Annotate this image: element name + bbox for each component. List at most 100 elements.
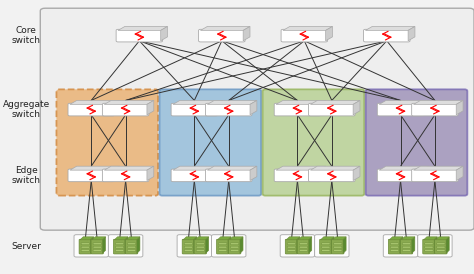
Polygon shape	[250, 166, 257, 181]
Polygon shape	[102, 237, 106, 253]
Polygon shape	[422, 166, 428, 181]
FancyBboxPatch shape	[81, 246, 90, 248]
FancyBboxPatch shape	[184, 243, 192, 245]
Polygon shape	[104, 166, 154, 170]
FancyBboxPatch shape	[299, 243, 308, 245]
Polygon shape	[446, 237, 449, 253]
FancyBboxPatch shape	[315, 235, 349, 257]
FancyBboxPatch shape	[401, 239, 413, 254]
Polygon shape	[276, 166, 326, 170]
Polygon shape	[127, 237, 140, 240]
Polygon shape	[379, 166, 428, 170]
FancyBboxPatch shape	[184, 250, 192, 252]
FancyBboxPatch shape	[287, 246, 296, 248]
FancyBboxPatch shape	[171, 169, 218, 182]
Polygon shape	[326, 27, 332, 41]
FancyBboxPatch shape	[182, 239, 194, 254]
Polygon shape	[193, 237, 197, 253]
Polygon shape	[310, 101, 360, 104]
FancyBboxPatch shape	[81, 250, 90, 252]
FancyBboxPatch shape	[263, 89, 364, 196]
FancyBboxPatch shape	[116, 250, 124, 252]
FancyBboxPatch shape	[93, 246, 101, 248]
FancyBboxPatch shape	[40, 8, 474, 230]
FancyBboxPatch shape	[287, 250, 296, 252]
FancyBboxPatch shape	[297, 239, 310, 254]
Polygon shape	[229, 237, 243, 240]
FancyBboxPatch shape	[128, 246, 136, 248]
Polygon shape	[353, 166, 360, 181]
FancyBboxPatch shape	[388, 239, 401, 254]
FancyBboxPatch shape	[219, 246, 227, 248]
Polygon shape	[218, 237, 231, 240]
FancyBboxPatch shape	[116, 243, 124, 245]
FancyBboxPatch shape	[196, 246, 204, 248]
FancyBboxPatch shape	[274, 169, 320, 182]
Polygon shape	[319, 166, 326, 181]
FancyBboxPatch shape	[285, 239, 298, 254]
Polygon shape	[243, 27, 250, 41]
Polygon shape	[216, 101, 222, 115]
FancyBboxPatch shape	[102, 103, 149, 116]
FancyBboxPatch shape	[128, 250, 136, 252]
Text: Aggregate
switch: Aggregate switch	[2, 100, 50, 119]
Polygon shape	[92, 237, 106, 240]
Polygon shape	[283, 27, 332, 30]
FancyBboxPatch shape	[79, 239, 91, 254]
Polygon shape	[389, 237, 403, 240]
Polygon shape	[70, 101, 119, 104]
FancyBboxPatch shape	[425, 250, 433, 252]
FancyBboxPatch shape	[217, 239, 229, 254]
FancyBboxPatch shape	[377, 169, 424, 182]
FancyBboxPatch shape	[322, 243, 330, 245]
FancyBboxPatch shape	[435, 239, 447, 254]
Polygon shape	[125, 237, 128, 253]
Polygon shape	[201, 27, 250, 30]
FancyBboxPatch shape	[126, 239, 138, 254]
FancyBboxPatch shape	[437, 250, 445, 252]
FancyBboxPatch shape	[425, 243, 433, 245]
Polygon shape	[195, 237, 209, 240]
FancyBboxPatch shape	[391, 243, 399, 245]
FancyBboxPatch shape	[287, 243, 296, 245]
Polygon shape	[118, 27, 167, 30]
FancyBboxPatch shape	[423, 239, 435, 254]
FancyBboxPatch shape	[437, 243, 445, 245]
Polygon shape	[112, 101, 119, 115]
Polygon shape	[309, 237, 312, 253]
FancyBboxPatch shape	[230, 250, 239, 252]
FancyBboxPatch shape	[228, 239, 241, 254]
Polygon shape	[206, 237, 209, 253]
FancyBboxPatch shape	[116, 246, 124, 248]
FancyBboxPatch shape	[402, 246, 410, 248]
Polygon shape	[276, 101, 326, 104]
Polygon shape	[250, 101, 257, 115]
Polygon shape	[365, 27, 415, 30]
Polygon shape	[401, 237, 415, 240]
FancyBboxPatch shape	[334, 243, 342, 245]
Polygon shape	[422, 101, 428, 115]
Text: Server: Server	[11, 242, 41, 251]
Polygon shape	[183, 237, 197, 240]
Polygon shape	[297, 237, 300, 253]
Polygon shape	[208, 166, 257, 170]
Polygon shape	[104, 101, 154, 104]
FancyBboxPatch shape	[230, 243, 239, 245]
FancyBboxPatch shape	[211, 235, 246, 257]
Polygon shape	[434, 237, 437, 253]
FancyBboxPatch shape	[159, 89, 261, 196]
FancyBboxPatch shape	[319, 239, 332, 254]
Polygon shape	[216, 166, 222, 181]
FancyBboxPatch shape	[116, 29, 163, 42]
Polygon shape	[413, 166, 463, 170]
Polygon shape	[456, 101, 463, 115]
FancyBboxPatch shape	[364, 29, 410, 42]
Polygon shape	[286, 237, 300, 240]
FancyBboxPatch shape	[91, 239, 103, 254]
Polygon shape	[331, 237, 334, 253]
FancyBboxPatch shape	[332, 239, 344, 254]
Polygon shape	[208, 101, 257, 104]
FancyBboxPatch shape	[206, 103, 252, 116]
FancyBboxPatch shape	[113, 239, 126, 254]
FancyBboxPatch shape	[309, 169, 355, 182]
